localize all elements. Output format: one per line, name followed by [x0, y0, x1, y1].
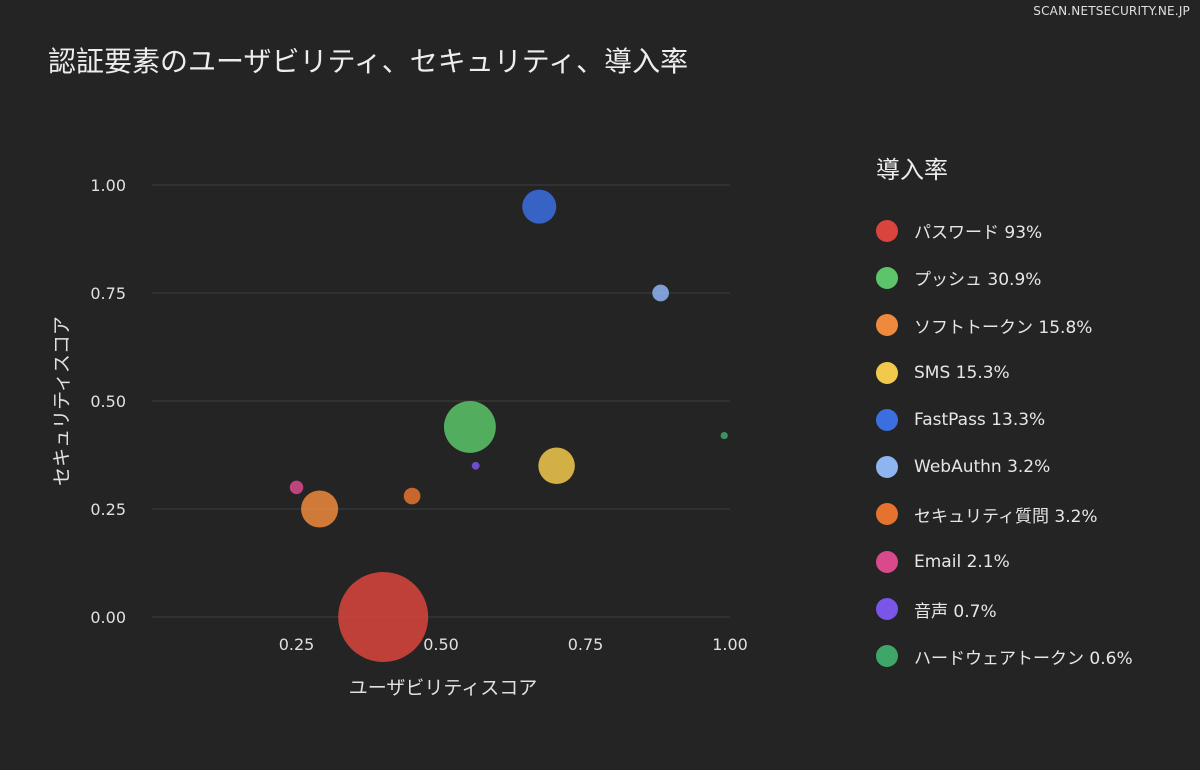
y-tick-labels: 0.00 0.25 0.50 0.75 1.00	[90, 176, 126, 627]
x-axis-label: ユーザビリティスコア	[349, 677, 537, 699]
legend-items: パスワード 93% プッシュ 30.9% ソフトトークン 15.8% SMS 15.3…	[876, 207, 1196, 680]
legend-label: ハードウェアトークン 0.6%	[914, 648, 1133, 669]
legend-label: 音声 0.7%	[914, 601, 997, 622]
legend-item[interactable]: ハードウェアトークン 0.6%	[876, 633, 1196, 680]
y-tick-label: 0.00	[90, 608, 126, 627]
scatter-plot: 0.00 0.25 0.50 0.75 1.00 0.25 0.50 0.75 1.00 ユー…	[51, 176, 748, 699]
bubble-6[interactable]	[403, 487, 421, 505]
legend-label: プッシュ 30.9%	[914, 270, 1042, 291]
bubble-8[interactable]	[471, 461, 480, 470]
legend-swatch	[876, 361, 898, 384]
bubble-0[interactable]	[338, 572, 429, 662]
legend-swatch	[876, 645, 898, 668]
legend-item[interactable]: 音声 0.7%	[876, 585, 1196, 632]
legend-swatch	[876, 314, 898, 337]
legend-swatch	[876, 408, 898, 431]
x-tick-label: 0.75	[568, 635, 604, 654]
legend-swatch	[876, 456, 898, 479]
bubble-1[interactable]	[443, 400, 496, 453]
x-tick-label: 1.00	[712, 635, 748, 654]
bubble-9[interactable]	[720, 431, 728, 440]
bubble-2[interactable]	[301, 490, 339, 528]
y-tick-label: 1.00	[90, 176, 126, 195]
legend-swatch	[876, 598, 898, 621]
legend-item[interactable]: FastPass 13.3%	[876, 396, 1196, 443]
bubble-4[interactable]	[522, 189, 557, 224]
legend-title: 導入率	[876, 156, 948, 184]
legend-swatch	[876, 219, 898, 242]
x-tick-labels: 0.25 0.50 0.75 1.00	[279, 635, 748, 654]
legend-label: セキュリティ質問 3.2%	[914, 506, 1098, 527]
y-axis-label: セキュリティスコア	[51, 316, 73, 486]
y-tick-label: 0.50	[90, 392, 126, 411]
legend-item[interactable]: Email 2.1%	[876, 538, 1196, 585]
y-tick-label: 0.75	[90, 284, 126, 303]
legend-swatch	[876, 266, 898, 289]
legend-label: WebAuthn 3.2%	[914, 457, 1051, 478]
legend: 導入率 パスワード 93% プッシュ 30.9% ソフトトークン 15.8% SMS …	[876, 150, 1196, 680]
legend-item[interactable]: WebAuthn 3.2%	[876, 443, 1196, 490]
legend-item[interactable]: セキュリティ質問 3.2%	[876, 491, 1196, 538]
legend-item[interactable]: パスワード 93%	[876, 207, 1196, 254]
x-tick-label: 0.50	[423, 635, 459, 654]
legend-item[interactable]: ソフトトークン 15.8%	[876, 302, 1196, 349]
legend-label: FastPass 13.3%	[914, 409, 1046, 430]
data-points	[289, 189, 728, 662]
bubble-3[interactable]	[538, 447, 575, 485]
legend-swatch	[876, 503, 898, 526]
legend-swatch	[876, 550, 898, 573]
watermark: SCAN.NETSECURITY.NE.JP	[1033, 4, 1190, 18]
legend-label: SMS 15.3%	[914, 362, 1010, 383]
bubble-5[interactable]	[652, 284, 669, 302]
gridlines	[152, 184, 730, 618]
legend-label: パスワード 93%	[914, 223, 1043, 244]
x-tick-label: 0.25	[279, 635, 315, 654]
legend-label: Email 2.1%	[914, 551, 1010, 572]
y-tick-label: 0.25	[90, 500, 126, 519]
legend-item[interactable]: プッシュ 30.9%	[876, 254, 1196, 301]
legend-label: ソフトトークン 15.8%	[914, 317, 1093, 338]
chart-title: 認証要素のユーザビリティ、セキュリティ、導入率	[48, 45, 689, 78]
legend-item[interactable]: SMS 15.3%	[876, 349, 1196, 396]
bubble-7[interactable]	[289, 480, 304, 495]
